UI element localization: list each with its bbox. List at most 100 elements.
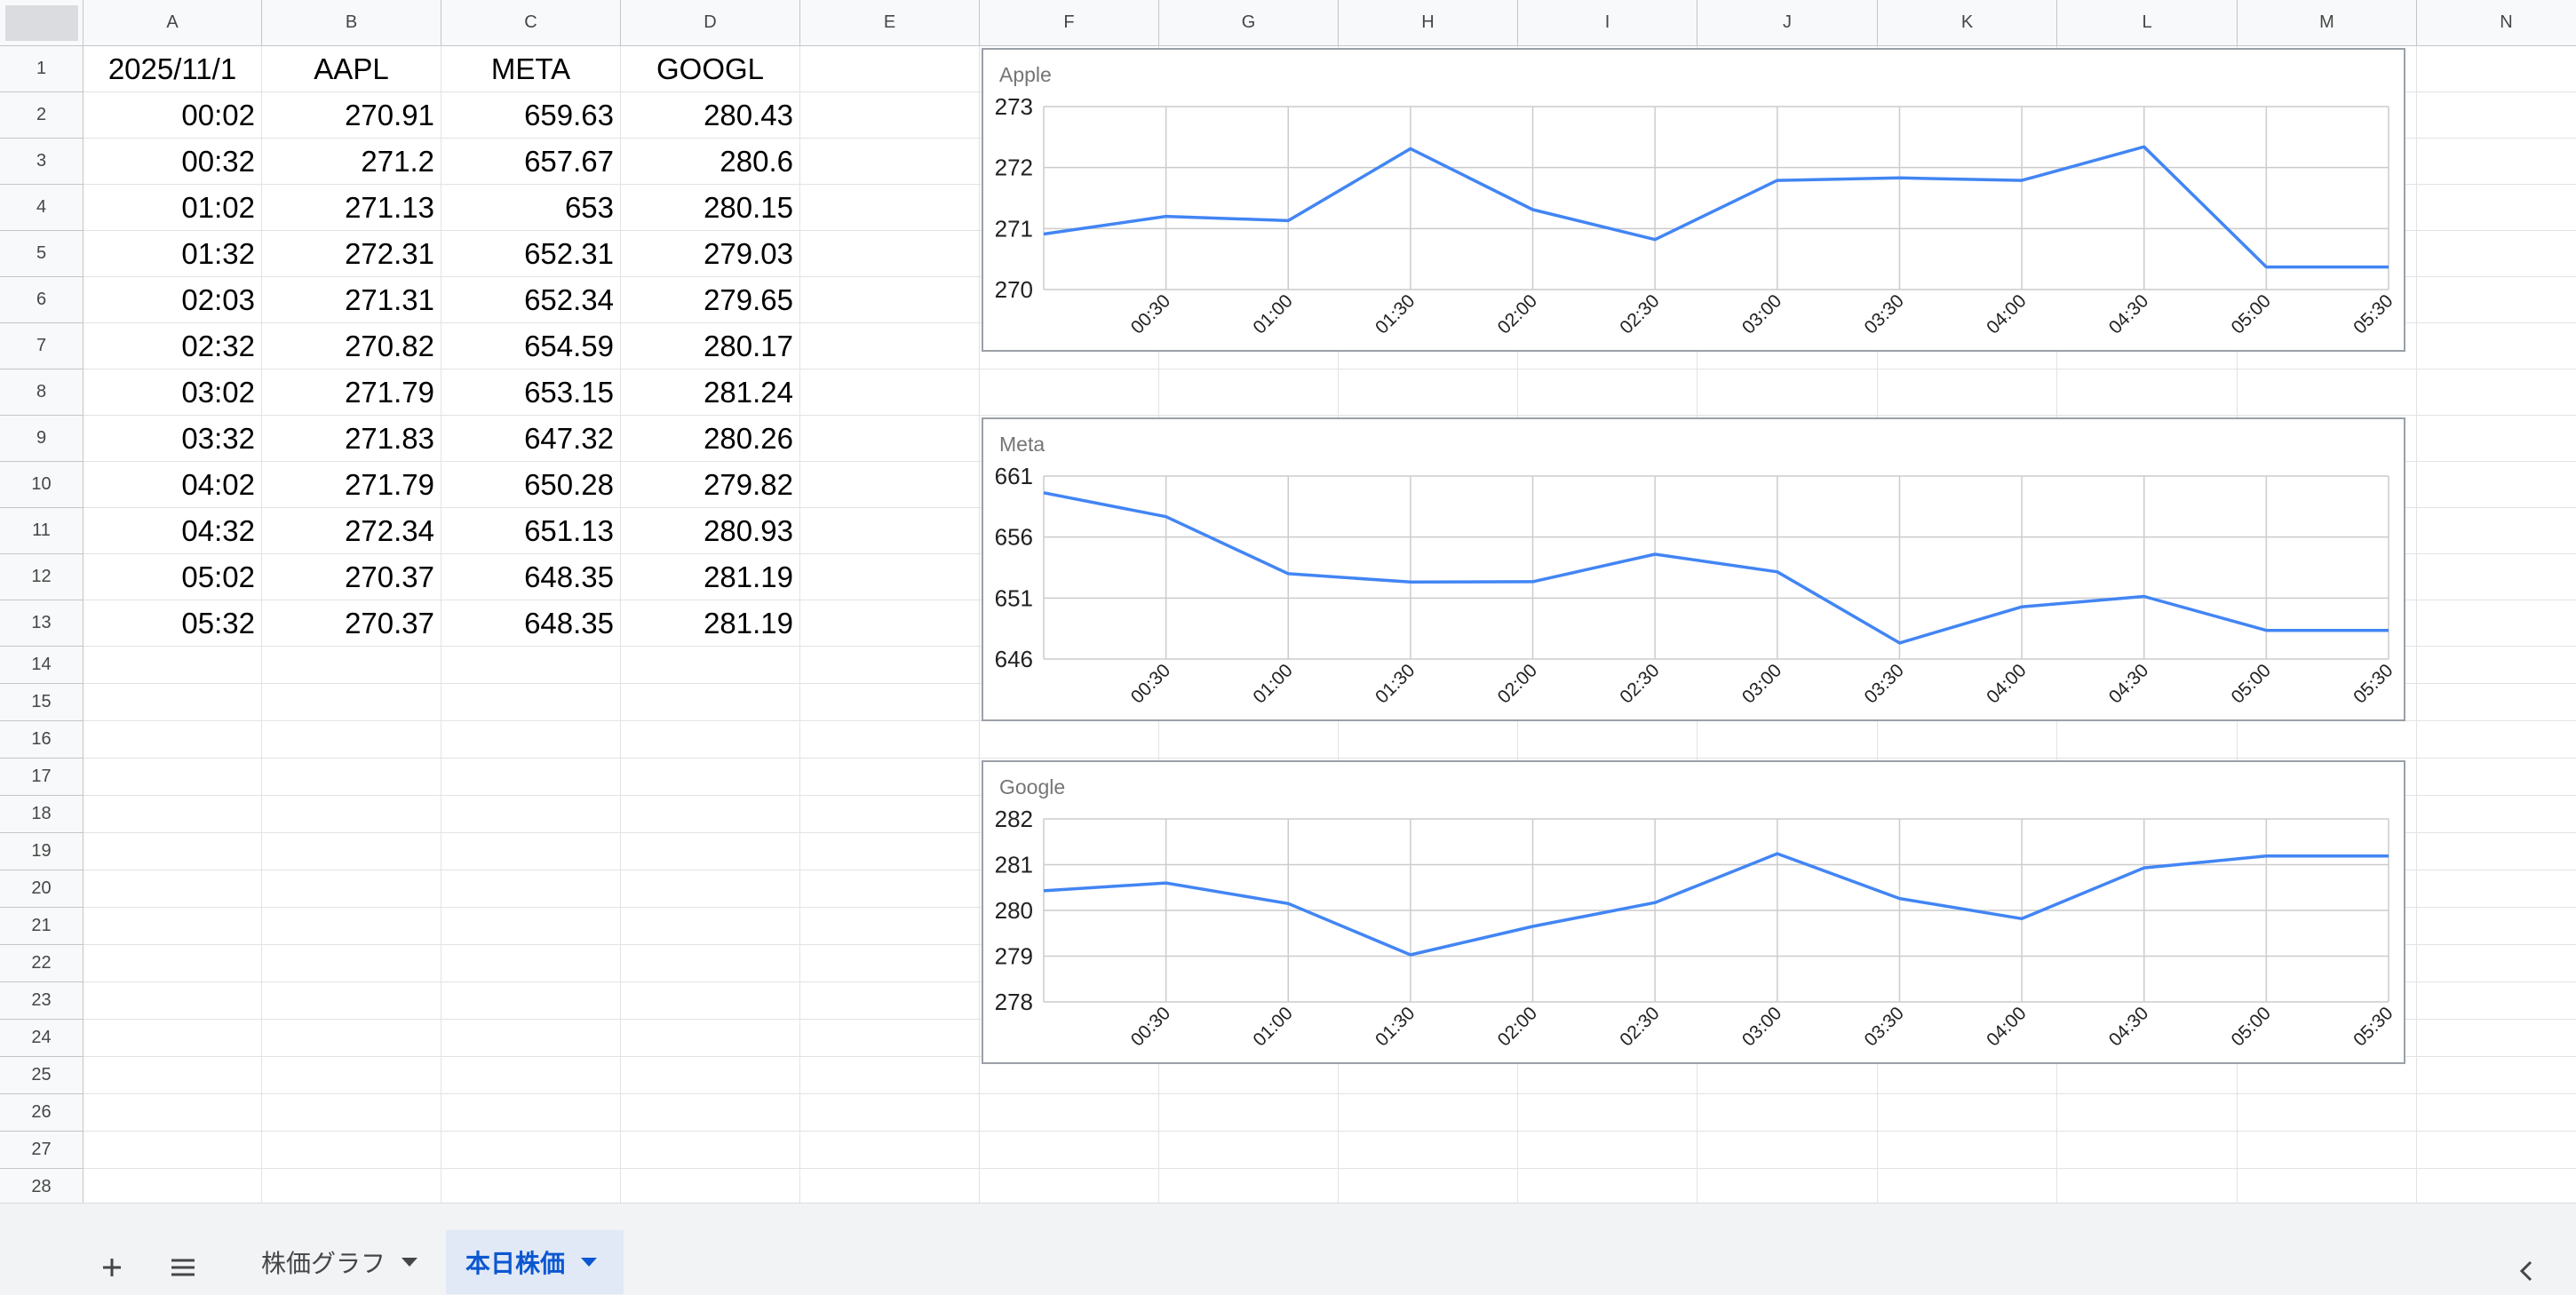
cell[interactable] [1878,369,2057,416]
data-cell[interactable]: 281.24 [621,369,800,416]
data-cell[interactable]: 271.2 [262,139,441,185]
cell[interactable] [621,982,800,1020]
cell[interactable] [621,759,800,796]
data-cell[interactable]: 271.31 [262,277,441,323]
data-cell[interactable]: 00:32 [83,139,262,185]
data-cell[interactable]: 01:02 [83,185,262,231]
cell[interactable] [2417,870,2576,908]
cell[interactable] [2417,945,2576,982]
cell[interactable] [2417,185,2576,231]
cell[interactable] [262,759,441,796]
cell[interactable] [83,1020,262,1057]
cell[interactable] [800,870,980,908]
cell[interactable] [2417,833,2576,870]
data-cell[interactable]: 650.28 [441,462,621,508]
row-header[interactable]: 23 [0,982,83,1020]
cell[interactable] [2417,1132,2576,1169]
column-header[interactable]: K [1878,0,2057,46]
cell[interactable] [1697,1057,1878,1094]
cell[interactable] [83,1132,262,1169]
row-header[interactable]: 28 [0,1169,83,1203]
cell[interactable] [1159,369,1339,416]
cell[interactable] [2417,982,2576,1020]
cell[interactable] [2238,1169,2417,1203]
cell[interactable] [800,600,980,647]
cell[interactable] [621,945,800,982]
cell[interactable] [441,945,621,982]
cell[interactable] [2417,92,2576,139]
cell[interactable] [2417,684,2576,721]
cell[interactable] [83,982,262,1020]
cell[interactable] [800,277,980,323]
row-header[interactable]: 21 [0,908,83,945]
cell[interactable] [800,1094,980,1132]
cell[interactable] [1518,1057,1697,1094]
data-cell[interactable]: 652.31 [441,231,621,277]
data-cell[interactable]: 271.79 [262,462,441,508]
row-header[interactable]: 25 [0,1057,83,1094]
line-chart-google[interactable]: Google 278 279 280 281 282 00:30 01:00 01:30 02:0… [982,760,2405,1064]
data-cell[interactable]: 653 [441,185,621,231]
row-header[interactable]: 5 [0,231,83,277]
column-header[interactable]: D [621,0,800,46]
cell[interactable] [800,982,980,1020]
cell[interactable] [1339,1094,1518,1132]
data-cell[interactable]: 04:32 [83,508,262,554]
column-header[interactable]: B [262,0,441,46]
cell[interactable] [1697,1169,1878,1203]
cell[interactable] [1878,1169,2057,1203]
cell[interactable] [83,1057,262,1094]
cell[interactable] [2417,908,2576,945]
cell[interactable] [621,833,800,870]
cell[interactable] [441,982,621,1020]
cell[interactable] [1518,721,1697,759]
data-cell[interactable]: 657.67 [441,139,621,185]
cell[interactable] [83,1094,262,1132]
cell[interactable] [2417,462,2576,508]
cell[interactable] [83,908,262,945]
data-cell[interactable]: 04:02 [83,462,262,508]
cell[interactable] [800,185,980,231]
data-cell[interactable]: 281.19 [621,554,800,600]
data-cell[interactable]: 270.37 [262,554,441,600]
cell[interactable] [800,369,980,416]
column-header[interactable]: A [83,0,262,46]
cell[interactable] [621,796,800,833]
data-cell[interactable]: 647.32 [441,416,621,462]
cell[interactable] [2417,323,2576,369]
data-cell[interactable]: 279.65 [621,277,800,323]
cell[interactable] [800,647,980,684]
data-cell[interactable]: 654.59 [441,323,621,369]
data-cell[interactable]: 280.15 [621,185,800,231]
data-cell[interactable]: 279.82 [621,462,800,508]
cell[interactable] [800,721,980,759]
cell[interactable] [2057,1094,2238,1132]
cell[interactable] [800,1132,980,1169]
data-cell[interactable]: 281.19 [621,600,800,647]
row-header[interactable]: 7 [0,323,83,369]
row-header[interactable]: 10 [0,462,83,508]
data-cell[interactable]: 272.34 [262,508,441,554]
cell[interactable] [262,870,441,908]
cell[interactable] [262,684,441,721]
data-cell[interactable]: 03:32 [83,416,262,462]
cell[interactable] [262,908,441,945]
cell[interactable] [800,139,980,185]
row-header[interactable]: 3 [0,139,83,185]
cell[interactable] [441,721,621,759]
cell[interactable] [621,908,800,945]
cell[interactable] [800,508,980,554]
cell[interactable] [800,1057,980,1094]
cell[interactable] [800,462,980,508]
row-header[interactable]: 15 [0,684,83,721]
cell[interactable] [83,796,262,833]
header-cell[interactable]: 2025/11/1 [83,46,262,92]
cell[interactable] [1697,1132,1878,1169]
cell[interactable] [800,231,980,277]
cell[interactable] [800,416,980,462]
cell[interactable] [800,945,980,982]
cell[interactable] [2417,1020,2576,1057]
data-cell[interactable]: 271.79 [262,369,441,416]
data-cell[interactable]: 03:02 [83,369,262,416]
cell[interactable] [2417,508,2576,554]
